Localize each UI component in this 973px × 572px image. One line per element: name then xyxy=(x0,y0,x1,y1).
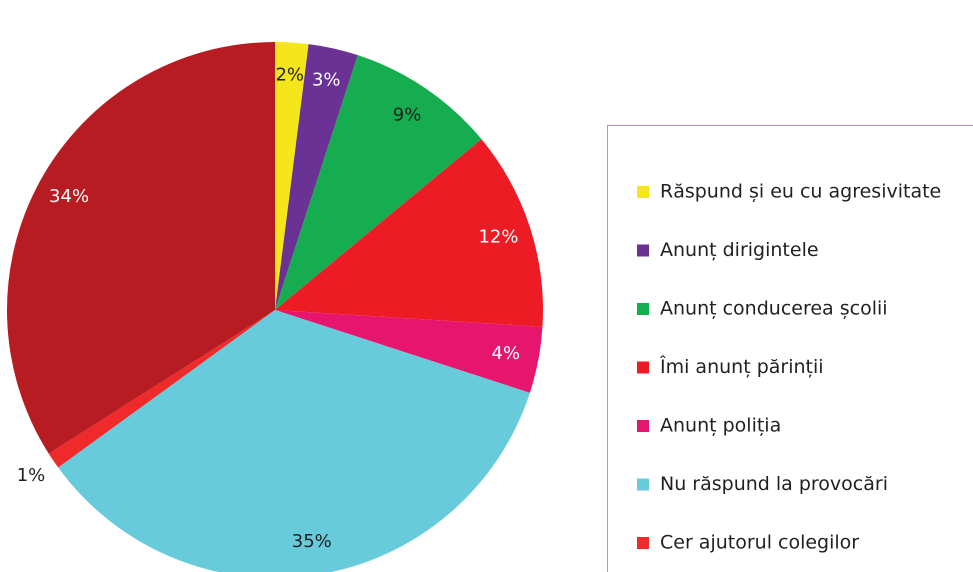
pie-slice xyxy=(275,139,543,327)
slice-label: 34% xyxy=(49,186,89,207)
legend-swatch xyxy=(637,244,649,257)
slice-label: 4% xyxy=(492,343,521,364)
slice-label: 2% xyxy=(275,64,304,85)
legend-swatch xyxy=(637,478,649,491)
pie-slice xyxy=(48,310,275,468)
pie-slice xyxy=(58,310,530,572)
pie-slice xyxy=(275,42,309,310)
pie-slice xyxy=(275,55,482,310)
pie-slice xyxy=(6,42,275,454)
legend-swatch xyxy=(637,303,649,315)
legend-label: Răspund și eu cu agresivitate xyxy=(660,181,941,203)
legend-label: Îmi anunț părinții xyxy=(659,355,824,378)
legend-label: Anunț conducerea școlii xyxy=(660,298,888,320)
legend-label: Anunț dirigintele xyxy=(660,239,819,261)
slice-label: 1% xyxy=(17,465,46,486)
legend-box xyxy=(607,125,973,572)
slice-label: 3% xyxy=(312,70,341,91)
pie-slice xyxy=(275,310,543,393)
legend-swatch xyxy=(637,361,649,374)
legend-label: Anunț poliția xyxy=(660,415,781,437)
slice-label: 35% xyxy=(292,531,332,552)
legend-label: Nu răspund la provocări xyxy=(660,473,888,495)
legend-label: Cer ajutorul colegilor xyxy=(660,532,859,554)
legend-swatch xyxy=(637,537,649,549)
legend-swatch xyxy=(637,186,649,198)
pie-slice xyxy=(275,44,358,311)
legend-swatch xyxy=(637,420,649,432)
slice-label: 12% xyxy=(478,226,518,247)
slice-label: 9% xyxy=(393,105,422,126)
